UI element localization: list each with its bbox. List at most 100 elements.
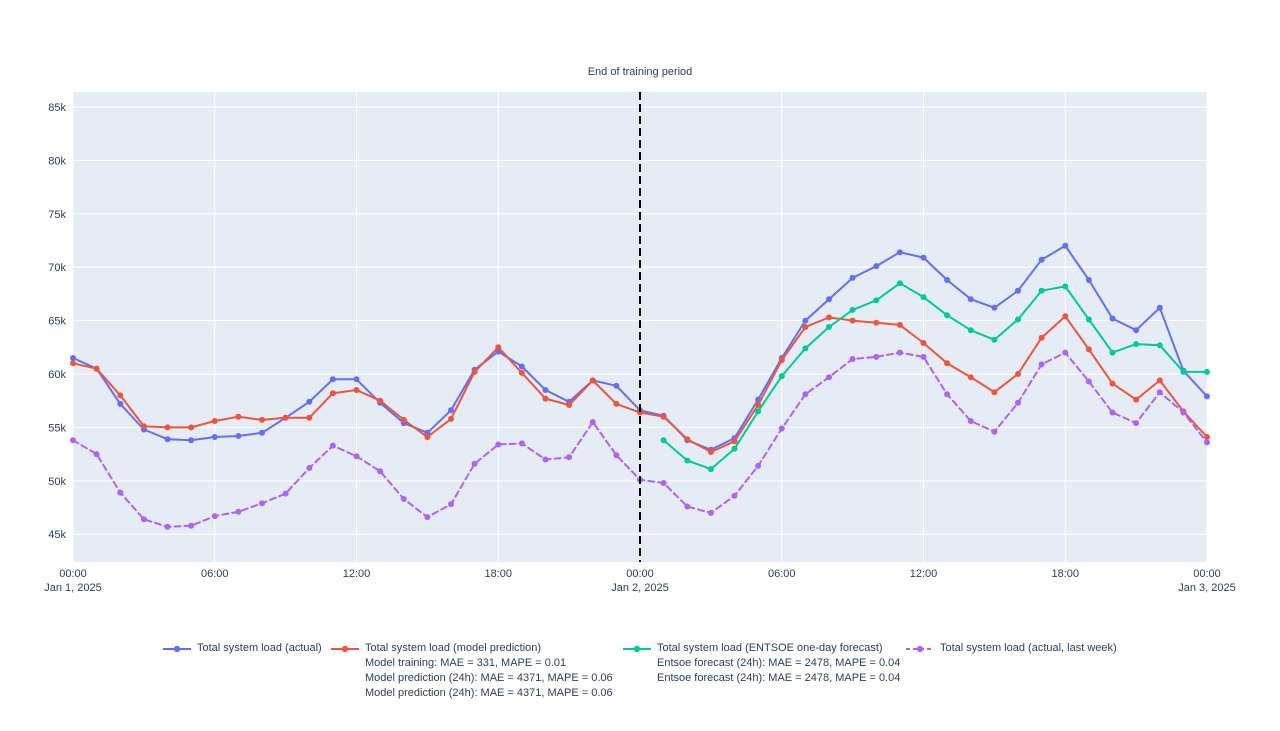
data-point <box>637 409 643 416</box>
data-point <box>684 457 691 464</box>
y-tick-label: 70k <box>48 262 66 274</box>
data-point <box>566 402 573 408</box>
data-point <box>967 296 974 303</box>
data-point <box>967 418 974 424</box>
data-point <box>1015 371 1021 377</box>
data-point <box>849 274 856 281</box>
data-point <box>896 349 903 356</box>
x-tick-label: 12:00 <box>343 568 371 580</box>
data-point <box>1038 287 1045 294</box>
data-point <box>755 462 762 469</box>
legend-item-entsoe-forecast[interactable]: Total system load (ENTSOE one-day foreca… <box>622 641 900 686</box>
y-tick-label: 45k <box>48 529 66 541</box>
data-point <box>70 355 76 361</box>
legend-sample-line-actual-last-week <box>906 645 934 653</box>
data-point <box>329 390 336 397</box>
x-tick-label: 18:00 <box>484 568 512 580</box>
data-point <box>1085 378 1092 385</box>
data-point <box>117 489 124 496</box>
legend-item-actual-last-week[interactable]: Total system load (actual, last week) <box>905 641 1117 656</box>
data-point <box>967 327 974 334</box>
legend-item-model-prediction[interactable]: Total system load (model prediction) Mode… <box>330 641 613 701</box>
data-point <box>1204 393 1210 400</box>
legend-trace-name: Total system load (actual, last week) <box>940 642 1117 654</box>
data-point <box>164 424 171 431</box>
x-tick-label: 12:00 <box>910 568 938 580</box>
data-point <box>188 424 195 431</box>
legend-metric-line: Model prediction (24h): MAE = 4371, MAPE… <box>365 687 613 699</box>
legend-metric-line: Model prediction (24h): MAE = 4371, MAPE… <box>365 672 613 684</box>
data-point <box>707 466 714 473</box>
legend-metric-line: Entsoe forecast (24h): MAE = 2478, MAPE … <box>657 672 901 684</box>
data-point <box>1015 316 1021 323</box>
data-point <box>920 340 927 346</box>
y-tick-label: 75k <box>48 209 66 221</box>
data-point <box>140 423 147 430</box>
data-point <box>1062 313 1069 320</box>
data-point <box>707 509 714 516</box>
data-point <box>920 353 927 360</box>
data-point <box>896 280 903 287</box>
data-point <box>211 434 218 440</box>
data-point <box>1085 346 1092 353</box>
data-point <box>471 368 478 375</box>
data-point <box>1015 399 1021 406</box>
data-point <box>802 345 809 352</box>
x-tick-label: 06:00 <box>201 568 229 580</box>
data-point <box>424 429 431 436</box>
data-point <box>495 441 502 448</box>
x-tick-label: 00:00 <box>1193 568 1221 580</box>
data-point <box>826 314 832 321</box>
data-point <box>235 508 242 515</box>
data-point <box>70 360 76 367</box>
x-tick-label: 00:00 <box>626 568 654 580</box>
data-point <box>707 449 714 455</box>
data-point <box>778 373 785 380</box>
data-point <box>589 419 596 426</box>
x-tick-date-label: Jan 3, 2025 <box>1178 582 1236 594</box>
data-point <box>873 319 880 326</box>
data-point <box>400 496 407 502</box>
data-point <box>329 376 336 383</box>
data-point <box>944 312 951 319</box>
series-markers-model-prediction <box>70 313 1210 455</box>
legend-sample-marker <box>173 645 181 653</box>
data-point <box>684 503 691 510</box>
data-point <box>377 468 384 475</box>
data-point <box>1085 277 1092 283</box>
data-point <box>849 356 856 362</box>
data-point <box>849 317 856 324</box>
x-tick-label: 00:00 <box>59 568 87 580</box>
data-point <box>424 514 431 521</box>
series-markers-entsoe-forecast <box>660 280 1210 473</box>
data-point <box>329 442 336 449</box>
data-point <box>282 490 289 497</box>
data-point <box>684 436 691 443</box>
legend-metric-line: Model training: MAE = 331, MAPE = 0.01 <box>365 657 567 669</box>
legend-sample-line-entsoe-forecast <box>623 645 651 653</box>
data-point <box>518 440 525 447</box>
data-point <box>755 402 762 408</box>
data-point <box>1133 396 1140 403</box>
data-point <box>1085 316 1092 323</box>
legend-sample-marker <box>633 645 641 653</box>
x-tick-date-label: Jan 2, 2025 <box>611 582 669 594</box>
data-point <box>1109 380 1116 387</box>
legend-item-actual[interactable]: Total system load (actual) <box>162 641 322 656</box>
data-point <box>518 363 525 370</box>
data-point <box>802 391 809 398</box>
data-point <box>140 516 147 523</box>
x-tick-date-label: Jan 1, 2025 <box>44 582 102 594</box>
data-point <box>518 369 525 376</box>
data-point <box>448 501 454 508</box>
legend-trace-name: Total system load (model prediction) <box>365 642 542 654</box>
data-point <box>542 387 549 393</box>
data-point <box>1156 389 1163 396</box>
data-point <box>70 437 76 444</box>
data-point <box>259 500 265 507</box>
legend-trace-name: Total system load (ENTSOE one-day foreca… <box>657 642 883 654</box>
data-point <box>944 277 951 283</box>
data-point <box>235 433 242 439</box>
